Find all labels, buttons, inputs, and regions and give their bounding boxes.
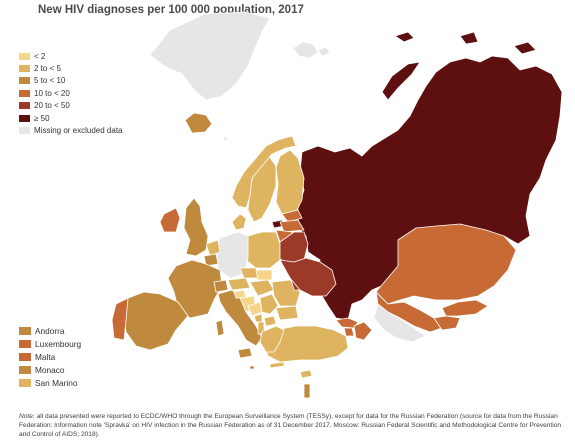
legend-swatch [19,65,30,73]
legend-item: ≥ 50 [19,112,123,124]
region-faroe [222,135,229,142]
region-uk [183,197,209,257]
legend-item: 5 to < 10 [19,75,123,87]
small-country-item: San Marino [19,376,81,389]
region-slovenia [233,289,247,299]
region-franz-josef [394,31,415,43]
region-turkey [261,325,349,363]
region-armenia [343,327,355,337]
region-azerbaijan [353,321,373,341]
region-bulgaria [275,305,299,321]
region-novaya-zemlya [381,61,421,101]
region-spain [123,291,189,351]
region-svalbard [292,41,319,59]
region-serbia [259,293,279,315]
small-country-swatch [19,339,31,348]
region-norway [231,135,297,209]
small-country-swatch [19,365,31,374]
region-czechia [239,267,259,279]
region-severnaya-zemlya [459,31,479,45]
region-poland [245,231,281,269]
legend-label: Missing or excluded data [34,126,123,136]
small-country-item: Luxembourg [19,337,81,350]
map-legend: < 2 2 to < 5 5 to < 10 10 to < 20 20 to … [19,50,123,137]
small-country-swatch [19,352,31,361]
small-country-swatch [19,326,31,335]
note-text: all data presented were reported to ECDC… [19,413,562,438]
legend-swatch [19,102,30,110]
region-finland [275,149,305,215]
region-iceland [184,112,213,134]
legend-swatch [19,114,30,122]
legend-swatch [19,52,30,60]
small-country-item: Andorra [19,324,81,337]
small-countries-legend: Andorra Luxembourg Malta Monaco San Mari… [19,324,81,389]
region-hungary [249,279,275,297]
source-note: Note: all data presented were reported t… [19,412,564,439]
region-greenland [149,11,271,101]
small-country-item: Monaco [19,363,81,376]
small-country-label: Luxembourg [35,338,82,349]
legend-swatch [19,89,30,97]
small-country-label: Malta [35,351,56,362]
region-sicily [237,347,253,359]
legend-label: 5 to < 10 [34,76,66,86]
legend-item: 10 to < 20 [19,87,123,99]
small-country-item: Malta [19,350,81,363]
region-kyrgyzstan [441,299,489,317]
legend-item: < 2 [19,50,123,62]
region-cyprus [299,369,313,379]
region-sardinia [215,319,225,337]
legend-label: 2 to < 5 [34,64,61,74]
region-tajikistan [433,315,461,331]
region-portugal [111,297,129,341]
region-estonia [281,209,303,223]
region-denmark [231,213,247,231]
region-svalbard-east [317,46,331,57]
region-crete [269,361,285,369]
legend-item: 20 to < 50 [19,100,123,112]
legend-item: Missing or excluded data [19,124,123,136]
small-country-label: Monaco [35,364,65,375]
region-montenegro [253,313,263,323]
note-lead: Note: [19,413,35,420]
legend-swatch [19,77,30,85]
legend-label: 10 to < 20 [34,88,70,98]
region-slovakia [255,269,273,281]
small-country-swatch [19,378,31,387]
region-netherlands [205,239,221,257]
legend-swatch [19,127,30,135]
small-country-label: Andorra [35,325,65,336]
region-israel [303,383,311,399]
legend-label: 20 to < 50 [34,101,70,111]
region-turkmenistan [373,303,427,343]
region-latvia [279,219,305,233]
small-country-label: San Marino [35,377,78,388]
region-france [167,259,223,319]
region-belgium [203,253,219,267]
region-new-siberian-islands [513,41,537,55]
region-ireland [159,207,181,233]
legend-label: ≥ 50 [34,113,50,123]
legend-label: < 2 [34,51,46,61]
region-malta [249,365,255,370]
region-greece [259,325,285,353]
region-north-macedonia [263,315,277,327]
region-austria [227,277,251,291]
region-ukraine [279,257,337,297]
region-switzerland [213,279,229,293]
legend-item: 2 to < 5 [19,62,123,74]
